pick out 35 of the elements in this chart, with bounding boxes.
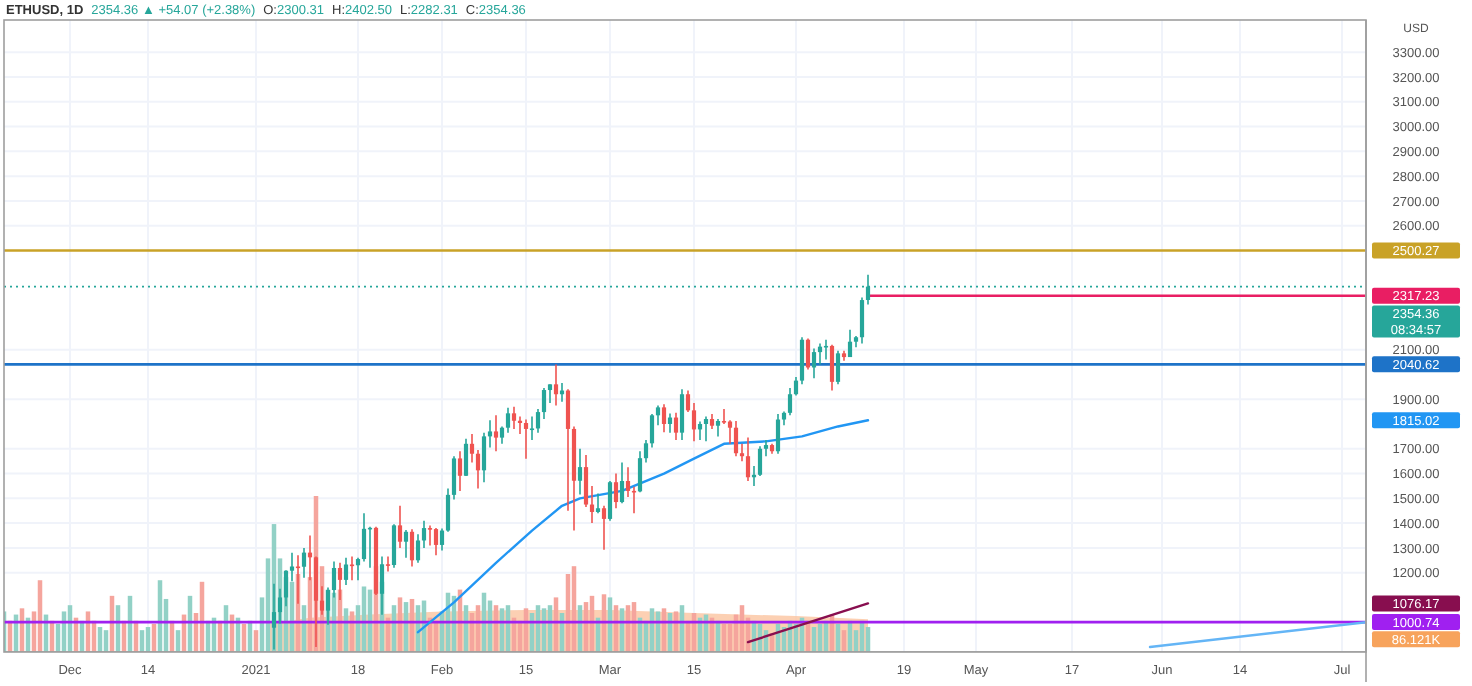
candlestick [829,343,835,392]
candlestick [433,527,439,557]
candlestick [811,347,817,379]
candlestick [823,338,829,361]
candlestick [673,412,679,441]
candlestick [703,415,709,443]
candlestick [613,472,619,510]
candlestick [385,555,391,573]
candlestick [775,413,781,455]
candlestick [403,529,409,559]
candlestick [805,337,811,371]
candlestick [391,523,397,569]
candlestick [577,447,583,496]
candlestick [427,524,433,547]
candlestick [733,420,739,457]
candlestick [529,415,535,441]
candlestick [619,461,625,505]
candlestick [595,492,601,515]
candlestick [463,438,469,477]
candlestick [745,436,751,482]
candlestick [343,557,349,586]
candlestick [301,547,307,579]
candlestick [601,504,607,551]
candlestick [679,388,685,441]
candlestick [397,504,403,549]
candlestick [661,403,667,433]
candlestick [511,405,517,430]
candlestick [607,480,613,522]
candlestick [457,450,463,492]
candlestick [847,329,853,358]
candlestick [493,414,499,453]
candlestick [835,350,841,386]
candlestick [553,363,559,407]
candlestick [523,418,529,460]
candlestick [409,528,415,568]
